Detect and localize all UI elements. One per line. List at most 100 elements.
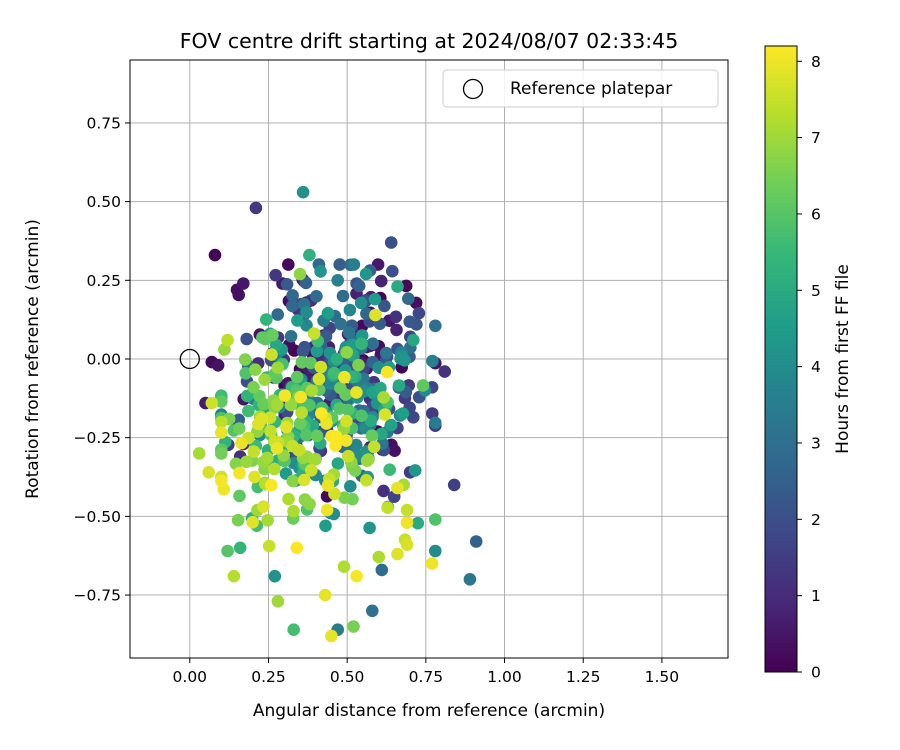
scatter-point xyxy=(400,516,414,529)
scatter-point xyxy=(320,503,334,517)
scatter-point xyxy=(391,547,404,561)
scatter-point xyxy=(372,550,386,564)
scatter-point xyxy=(208,248,222,262)
x-axis-ticks: 0.00 0.25 0.50 0.75 1.00 1.25 1.50 xyxy=(173,658,680,686)
scatter-point xyxy=(374,274,388,288)
scatter-point xyxy=(293,267,307,281)
scatter-point xyxy=(360,454,374,468)
scatter-point xyxy=(329,430,343,443)
scatter-points xyxy=(192,185,483,643)
scatter-point xyxy=(320,417,333,430)
scatter-point xyxy=(334,381,347,395)
scatter-point xyxy=(260,313,273,326)
scatter-point xyxy=(231,513,245,527)
scatter-point xyxy=(400,503,414,517)
scatter-point xyxy=(307,327,321,340)
scatter-point xyxy=(429,544,442,558)
scatter-point xyxy=(287,623,301,636)
scatter-point xyxy=(270,398,284,411)
scatter-point xyxy=(215,395,228,408)
scatter-point xyxy=(389,310,403,324)
x-axis-label: Angular distance from reference (arcmin) xyxy=(253,701,605,721)
colorbar-tick-label: 6 xyxy=(811,205,821,223)
scatter-point xyxy=(233,466,246,480)
scatter-point xyxy=(392,379,406,392)
scatter-point xyxy=(407,411,420,424)
scatter-point xyxy=(375,563,389,577)
scatter-point xyxy=(265,348,278,361)
scatter-point xyxy=(447,478,461,492)
scatter-point xyxy=(391,481,404,495)
scatter-point xyxy=(265,478,278,492)
scatter-point xyxy=(205,396,219,410)
scatter-point xyxy=(321,306,335,320)
scatter-point xyxy=(268,462,281,476)
scatter-point xyxy=(282,258,295,271)
scatter-point xyxy=(388,444,401,458)
scatter-point xyxy=(310,344,324,358)
scatter-point xyxy=(403,315,417,329)
scatter-point xyxy=(246,515,259,529)
scatter-point xyxy=(305,384,319,397)
x-tick-label: 1.25 xyxy=(566,668,601,686)
scatter-point xyxy=(347,258,361,271)
colorbar-tick-label: 4 xyxy=(811,358,821,376)
scatter-point xyxy=(248,470,261,484)
y-tick-label: 0.00 xyxy=(86,351,121,369)
scatter-point xyxy=(294,390,308,404)
scatter-point xyxy=(249,363,262,377)
scatter-point xyxy=(347,620,360,633)
scatter-point xyxy=(215,426,228,439)
scatter-point xyxy=(375,427,388,441)
scatter-point xyxy=(300,306,313,319)
scatter-point xyxy=(364,414,378,428)
scatter-point xyxy=(233,489,246,503)
chart-title: FOV centre drift starting at 2024/08/07 … xyxy=(180,29,679,53)
scatter-point xyxy=(242,404,255,418)
scatter-point xyxy=(215,474,228,488)
scatter-point xyxy=(269,338,283,352)
scatter-point xyxy=(377,484,390,498)
x-tick-label: 1.50 xyxy=(645,668,680,686)
x-tick-label: 0.50 xyxy=(330,668,365,686)
scatter-point xyxy=(255,412,269,426)
scatter-point xyxy=(266,328,279,342)
scatter-point xyxy=(271,308,285,321)
scatter-point xyxy=(305,464,318,477)
legend: Reference platepar xyxy=(442,69,719,108)
scatter-point xyxy=(233,541,247,555)
x-tick-label: 1.00 xyxy=(487,668,522,686)
scatter-point xyxy=(386,264,399,278)
scatter-point xyxy=(238,353,252,366)
scatter-point xyxy=(378,299,391,313)
legend-box xyxy=(442,69,719,108)
scatter-point xyxy=(369,308,382,322)
scatter-point xyxy=(282,492,295,506)
scatter-point xyxy=(308,453,321,467)
scatter-point xyxy=(337,560,351,573)
colorbar-tick-label: 1 xyxy=(811,587,821,605)
scatter-point xyxy=(271,595,285,608)
scatter-point xyxy=(237,277,250,290)
y-tick-label: −0.50 xyxy=(74,508,122,526)
scatter-point xyxy=(235,436,248,450)
scatter-point xyxy=(390,323,403,337)
x-tick-label: 0.75 xyxy=(409,668,444,686)
scatter-point xyxy=(367,440,381,454)
scatter-point xyxy=(239,367,252,380)
scatter-point xyxy=(278,389,292,402)
scatter-point xyxy=(280,278,294,291)
scatter-point xyxy=(314,265,327,278)
scatter-point xyxy=(211,359,225,372)
scatter-point xyxy=(257,397,271,411)
scatter-point xyxy=(240,455,253,469)
scatter-point xyxy=(256,331,269,344)
scatter-point xyxy=(366,337,380,351)
scatter-point xyxy=(264,424,277,438)
scatter-point xyxy=(426,354,439,368)
scatter-point xyxy=(290,541,304,555)
colorbar-tick-label: 8 xyxy=(811,53,821,71)
scatter-point xyxy=(349,438,363,452)
scatter-point xyxy=(378,408,392,421)
scatter-point xyxy=(258,373,271,387)
